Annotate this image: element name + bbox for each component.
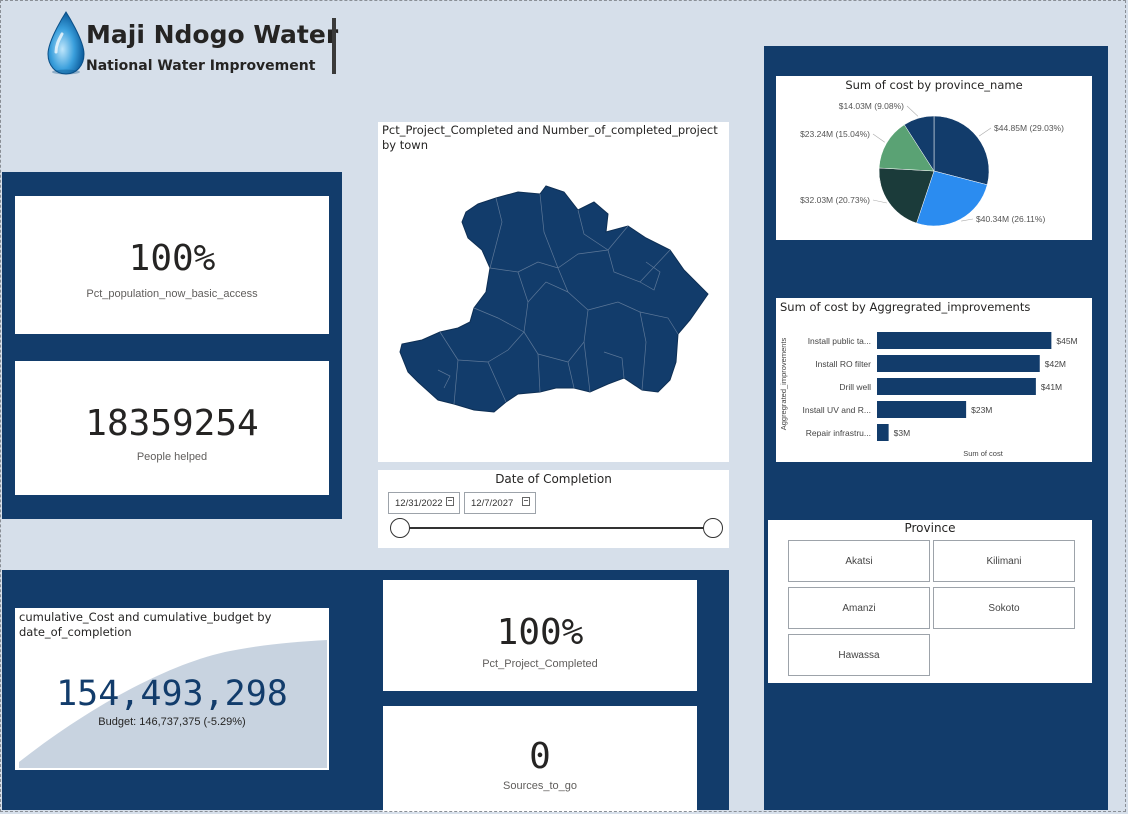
province-option-akatsi[interactable]: Akatsi xyxy=(788,540,930,582)
cumulative-value: 154,493,298 xyxy=(56,674,288,714)
bar-title: Sum of cost by Aggregrated_improvements xyxy=(780,300,1031,314)
pie-data-label: $23.24M (15.04%) xyxy=(800,129,870,139)
pie-slice[interactable] xyxy=(878,124,935,172)
pie-chart: $44.85M (29.03%) $40.34M (26.11%) $32.03M … xyxy=(800,101,1064,227)
kpi-value: 100% xyxy=(496,612,584,653)
bar-x-axis-label: Sum of cost xyxy=(963,449,1004,458)
kpi-card-sources-to-go[interactable]: 0 Sources_to_go xyxy=(383,706,697,812)
province-option-kilimani[interactable]: Kilimani xyxy=(933,540,1075,582)
water-drop-icon xyxy=(47,11,85,75)
pie-slice[interactable] xyxy=(933,115,990,186)
title-divider xyxy=(332,18,336,74)
bar-data-label: $42M xyxy=(1045,359,1066,369)
cumulative-budget: Budget: 146,737,375 (-5.29%) xyxy=(98,716,246,728)
date-range-start-handle[interactable] xyxy=(390,518,410,538)
pie-card[interactable]: Sum of cost by province_name $44.85M (29… xyxy=(776,76,1092,240)
pie-data-label: $44.85M (29.03%) xyxy=(994,123,1064,133)
cumulative-title: cumulative_Cost and cumulative_budget by… xyxy=(19,610,272,639)
pie-data-label: $32.03M (20.73%) xyxy=(800,195,870,205)
app-subtitle: National Water Improvement xyxy=(86,58,316,74)
bar[interactable] xyxy=(877,332,1052,349)
pie-slice[interactable] xyxy=(903,115,935,172)
cumulative-area xyxy=(19,640,327,768)
pie-leader-line xyxy=(906,105,919,117)
bar-data-label: $23M xyxy=(971,405,992,415)
pie-slice[interactable] xyxy=(916,170,988,227)
date-range-track xyxy=(400,527,713,529)
bar-card[interactable]: Sum of cost by Aggregrated_improvements … xyxy=(776,298,1092,462)
bar-category-label: Repair infrastru... xyxy=(806,428,871,438)
bar-data-label: $3M xyxy=(894,428,911,438)
kpi-card-basic-access[interactable]: 100% Pct_population_now_basic_access xyxy=(15,196,329,334)
calendar-icon xyxy=(522,497,530,506)
bar[interactable] xyxy=(877,355,1040,372)
pie-data-label: $14.03M (9.08%) xyxy=(839,101,904,111)
start-date-value: 12/31/2022 xyxy=(395,497,443,509)
kpi-value: 100% xyxy=(128,238,216,279)
kpi-label: People helped xyxy=(136,451,208,463)
kpi-card-pct-completed[interactable]: 100% Pct_Project_Completed xyxy=(383,580,697,691)
bar-data-label: $45M xyxy=(1056,336,1077,346)
kpi-card-people-helped[interactable]: 18359254 People helped xyxy=(15,361,329,495)
map-title: Pct_Project_Completed and Number_of_comp… xyxy=(382,123,718,152)
pie-slice[interactable] xyxy=(878,167,935,224)
app-title: Maji Ndogo Water xyxy=(86,20,339,49)
pie-leader-line xyxy=(978,127,992,137)
kpi-value: 0 xyxy=(529,736,551,777)
cumulative-card[interactable]: cumulative_Cost and cumulative_budget by… xyxy=(15,608,329,770)
bar-category-label: Install RO filter xyxy=(815,359,871,369)
province-option-hawassa[interactable]: Hawassa xyxy=(788,634,930,676)
bar[interactable] xyxy=(877,378,1036,395)
end-date-input[interactable]: 12/7/2027 xyxy=(464,492,536,514)
start-date-input[interactable]: 12/31/2022 xyxy=(388,492,460,514)
kpi-label: Sources_to_go xyxy=(503,780,577,792)
bar-category-label: Install public ta... xyxy=(808,336,871,346)
pie-leader-line xyxy=(872,199,887,204)
pie-leader-line xyxy=(872,133,885,143)
bar-category-label: Drill well xyxy=(839,382,871,392)
bar[interactable] xyxy=(877,424,889,441)
pie-title: Sum of cost by province_name xyxy=(845,78,1023,92)
pie-leader-line xyxy=(961,218,974,222)
town-map[interactable] xyxy=(378,122,729,462)
calendar-icon xyxy=(446,497,454,506)
province-option-sokoto[interactable]: Sokoto xyxy=(933,587,1075,629)
pie-data-label: $40.34M (26.11%) xyxy=(976,214,1045,224)
kpi-label: Pct_population_now_basic_access xyxy=(86,288,258,300)
map-card[interactable]: Pct_Project_Completed and Number_of_comp… xyxy=(378,122,729,462)
bar-data-label: $41M xyxy=(1041,382,1062,392)
bar-category-label: Install UV and R... xyxy=(802,405,871,415)
bar-y-axis-label: Aggregrated_improvements xyxy=(779,337,788,430)
province-option-amanzi[interactable]: Amanzi xyxy=(788,587,930,629)
date-slicer-title: Date of Completion xyxy=(495,472,612,486)
bar-chart: Install public ta... $45M Install RO filte… xyxy=(779,332,1078,458)
kpi-label: Pct_Project_Completed xyxy=(482,658,598,670)
end-date-value: 12/7/2027 xyxy=(471,497,514,509)
bar[interactable] xyxy=(877,401,967,418)
province-slicer-title: Province xyxy=(904,521,956,535)
header: Maji Ndogo Water National Water Improvem… xyxy=(40,8,340,78)
date-range-end-handle[interactable] xyxy=(703,518,723,538)
kpi-value: 18359254 xyxy=(85,403,259,444)
